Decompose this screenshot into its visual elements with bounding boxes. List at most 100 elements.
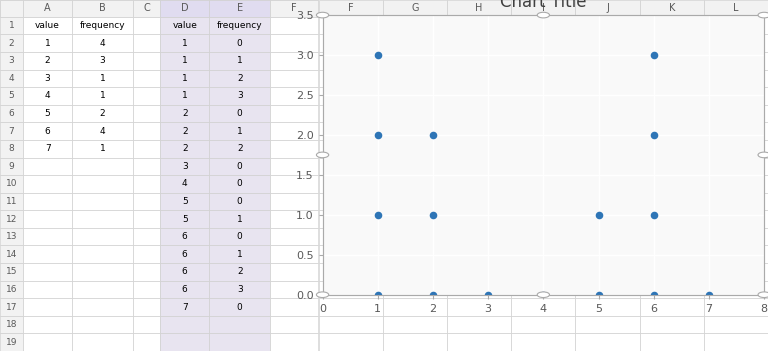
Bar <box>703 210 768 228</box>
Text: 1: 1 <box>237 250 243 259</box>
Text: 6: 6 <box>182 232 187 241</box>
Bar <box>703 140 768 158</box>
Bar <box>210 281 270 298</box>
Bar <box>0 69 23 87</box>
Bar <box>0 193 23 210</box>
Bar <box>270 140 318 158</box>
Bar <box>0 298 23 316</box>
Bar <box>72 34 133 52</box>
Text: 1: 1 <box>237 56 243 65</box>
Bar <box>210 140 270 158</box>
Bar <box>23 245 72 263</box>
Bar <box>319 140 383 158</box>
Bar <box>319 333 383 351</box>
Text: 4: 4 <box>8 74 15 83</box>
Bar <box>511 122 575 140</box>
Bar <box>703 69 768 87</box>
Bar <box>160 175 210 193</box>
Text: 3: 3 <box>237 285 243 294</box>
Text: 3: 3 <box>182 162 187 171</box>
Bar <box>210 316 270 333</box>
Bar <box>72 105 133 122</box>
Bar <box>447 34 511 52</box>
Text: F: F <box>291 4 296 13</box>
Text: 4: 4 <box>100 127 105 136</box>
Bar <box>511 17 575 34</box>
Text: 1: 1 <box>182 39 187 48</box>
Point <box>647 292 660 298</box>
Bar <box>703 87 768 105</box>
Bar <box>447 333 511 351</box>
Bar <box>383 17 447 34</box>
Text: frequency: frequency <box>80 21 125 30</box>
Bar <box>210 158 270 175</box>
Bar <box>319 69 383 87</box>
Text: 17: 17 <box>5 303 17 312</box>
Bar <box>447 210 511 228</box>
Text: 5: 5 <box>45 109 51 118</box>
Point <box>592 212 604 218</box>
Bar <box>575 210 640 228</box>
Bar <box>575 52 640 69</box>
Bar <box>0 122 23 140</box>
Bar <box>23 298 72 316</box>
Text: H: H <box>475 4 483 13</box>
Bar <box>511 263 575 281</box>
Text: 1: 1 <box>237 214 243 224</box>
Point <box>647 212 660 218</box>
Bar <box>511 69 575 87</box>
Text: 0: 0 <box>237 303 243 312</box>
Text: 1: 1 <box>237 127 243 136</box>
Point <box>372 52 384 58</box>
Bar <box>270 105 318 122</box>
Point <box>647 132 660 138</box>
Bar <box>319 175 383 193</box>
Text: B: B <box>99 4 106 13</box>
Bar <box>383 245 447 263</box>
Text: 19: 19 <box>5 338 17 347</box>
Bar <box>383 140 447 158</box>
Text: 13: 13 <box>5 232 17 241</box>
Bar <box>160 298 210 316</box>
Bar <box>23 87 72 105</box>
Bar <box>160 316 210 333</box>
Bar <box>640 34 703 52</box>
Point <box>647 52 660 58</box>
Bar <box>640 298 703 316</box>
Bar <box>0 245 23 263</box>
Text: 2: 2 <box>100 109 105 118</box>
Bar <box>703 193 768 210</box>
Text: F: F <box>348 4 353 13</box>
Bar <box>160 69 210 87</box>
Bar <box>133 34 160 52</box>
Bar <box>319 0 383 17</box>
Bar <box>210 69 270 87</box>
Bar <box>270 316 318 333</box>
Bar <box>383 193 447 210</box>
Point <box>482 292 495 298</box>
Bar <box>319 298 383 316</box>
Bar <box>133 316 160 333</box>
Bar <box>160 34 210 52</box>
Bar <box>383 210 447 228</box>
Text: G: G <box>411 4 419 13</box>
Bar <box>703 122 768 140</box>
Text: 1: 1 <box>182 56 187 65</box>
Bar <box>447 245 511 263</box>
Bar <box>511 52 575 69</box>
Bar <box>319 158 383 175</box>
Bar <box>160 0 210 17</box>
Bar <box>383 281 447 298</box>
Bar <box>511 87 575 105</box>
Bar <box>72 316 133 333</box>
Bar <box>0 228 23 245</box>
Bar <box>160 281 210 298</box>
Text: 6: 6 <box>182 250 187 259</box>
Text: 2: 2 <box>237 267 243 276</box>
Text: 2: 2 <box>237 74 243 83</box>
Bar <box>270 69 318 87</box>
Bar <box>511 140 575 158</box>
Bar <box>23 105 72 122</box>
Bar <box>72 175 133 193</box>
Bar <box>383 158 447 175</box>
